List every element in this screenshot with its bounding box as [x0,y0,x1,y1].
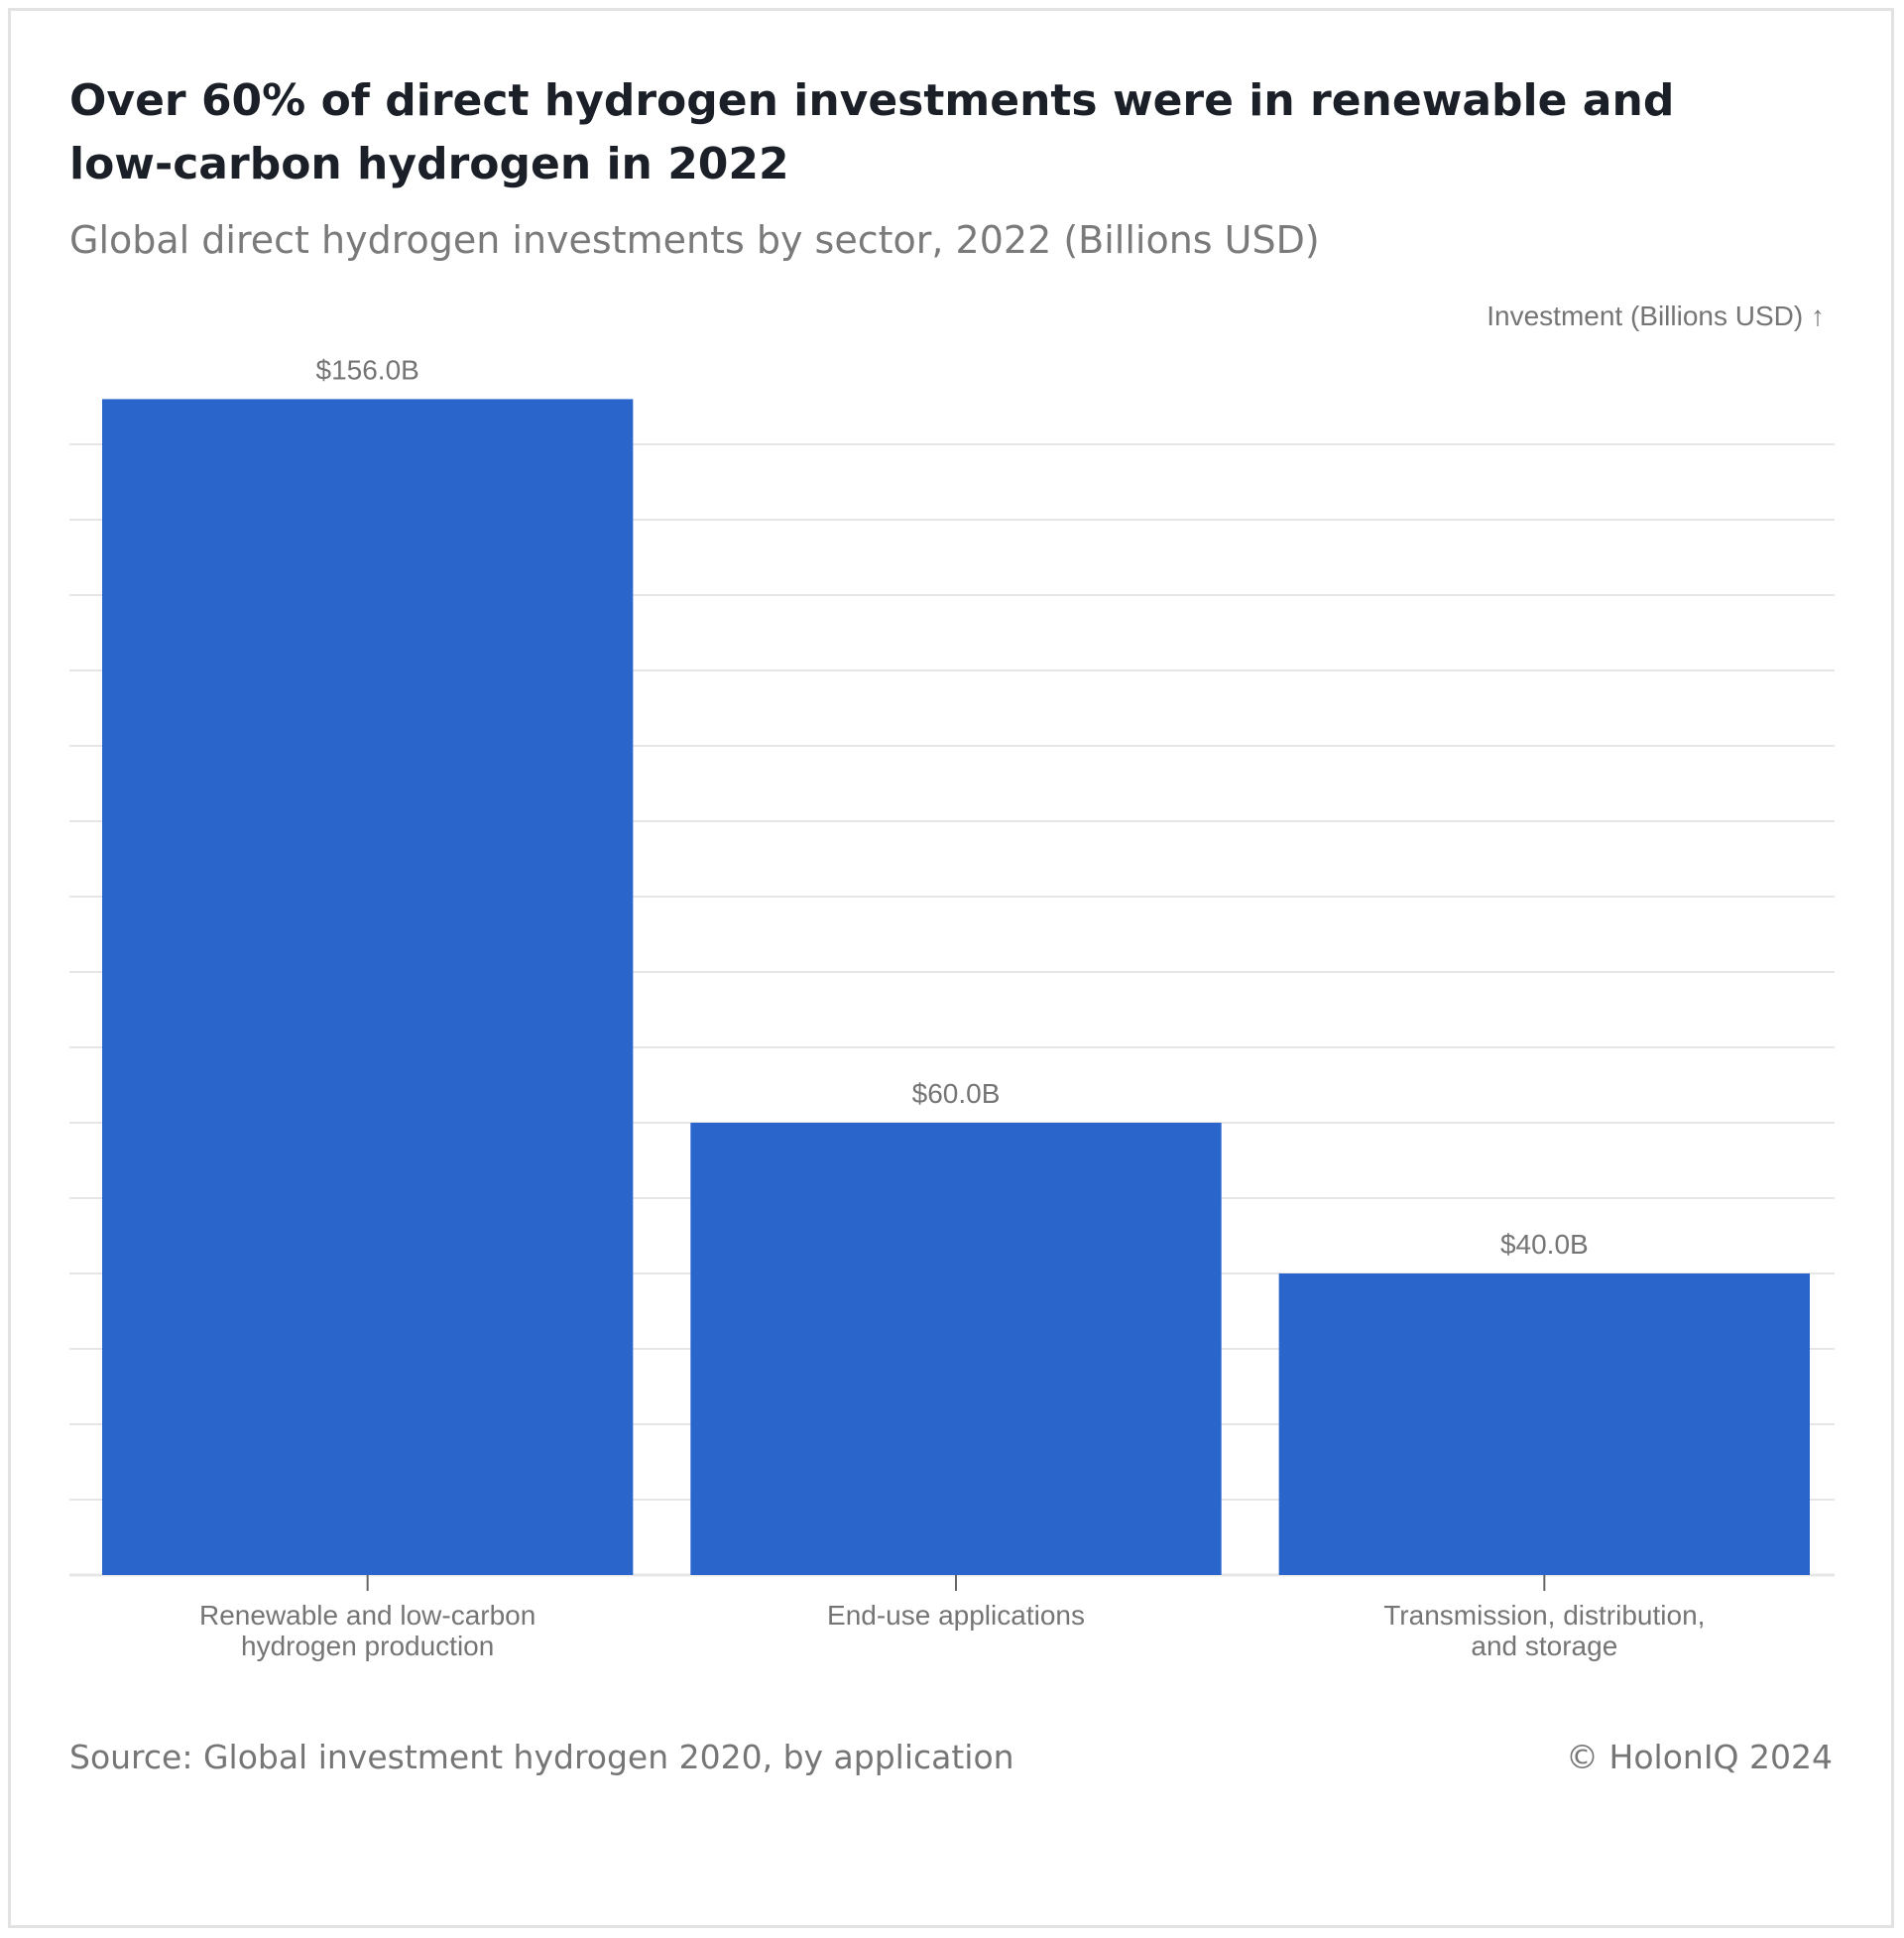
x-tick-label: Renewable and low-carbon hydrogen product… [199,1600,536,1661]
source-note: Source: Global investment hydrogen 2020,… [69,1738,1014,1776]
bar [1278,1273,1810,1575]
value-labels: $156.0B $60.0B $40.0B [316,354,1589,1260]
x-tick-label: End-use applications [827,1600,1085,1631]
chart-title: Over 60% of direct hydrogen investments … [69,75,1675,189]
data-label: $40.0B [1500,1229,1589,1260]
y-axis-label: Investment (Billions USD) ↑ [1487,301,1825,331]
x-tick-label: Transmission, distribution, and storage [1383,1600,1705,1661]
chart-subtitle: Global direct hydrogen investments by se… [69,218,1320,262]
copyright-note: © HolonIQ 2024 [1566,1738,1833,1776]
data-label: $60.0B [912,1078,1001,1109]
x-axis: Renewable and low-carbon hydrogen product… [199,1575,1705,1661]
bar [690,1123,1222,1575]
bars [102,399,1810,1575]
data-label: $156.0B [316,354,419,385]
bar [102,399,634,1575]
